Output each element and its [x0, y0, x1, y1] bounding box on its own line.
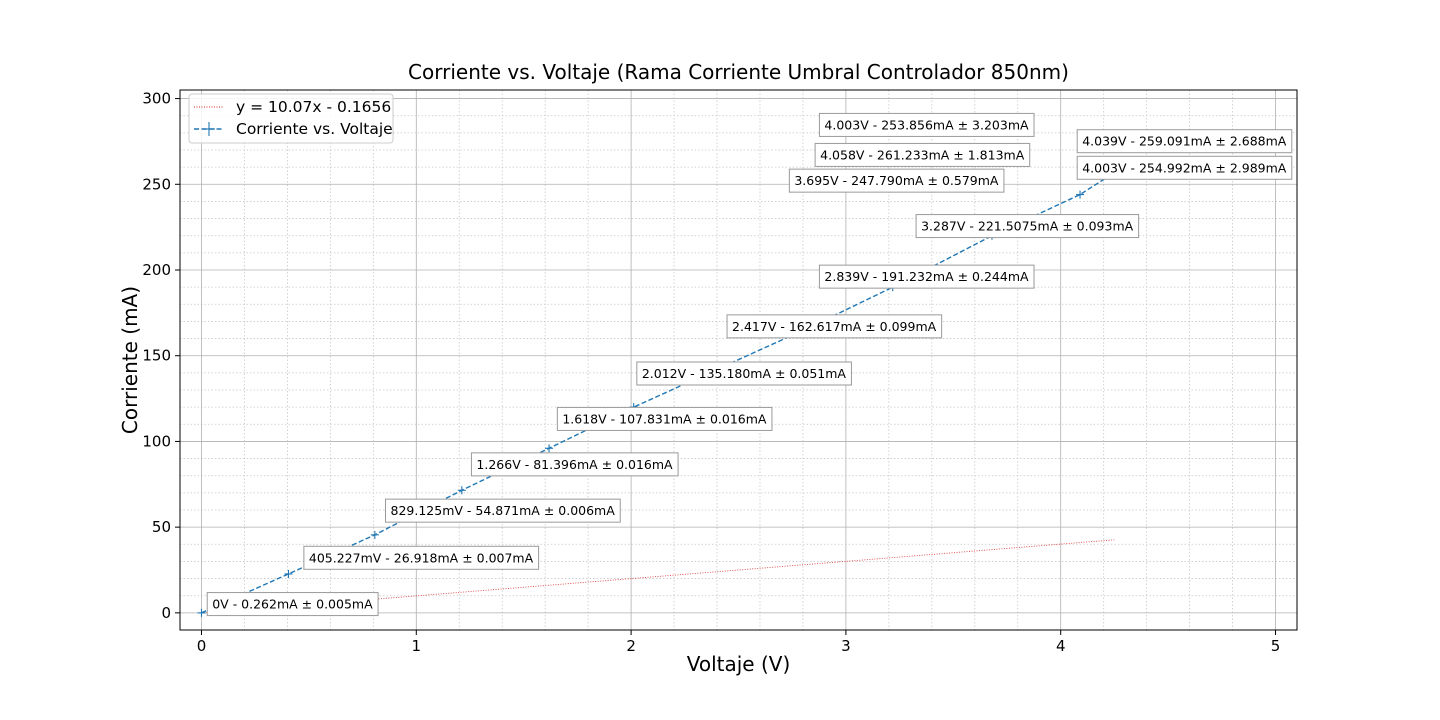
annotation-text: 4.003V - 254.992mA ± 2.989mA: [1082, 160, 1287, 175]
data-point: [197, 608, 206, 617]
annotation-box: [206, 592, 379, 617]
plot-frame: [179, 89, 1298, 631]
annotation: 4.003V - 253.856mA ± 3.203mA: [818, 112, 1035, 137]
data-point: [370, 530, 379, 539]
annotation: 2.012V - 135.180mA ± 0.051mA: [636, 361, 852, 386]
y-tick-label: 200: [142, 261, 171, 279]
annotation-box: [726, 314, 943, 339]
annotation: 3.695V - 247.790mA ± 0.579mA: [788, 168, 1005, 193]
x-axis-label: Voltaje (V): [687, 652, 791, 676]
x-tick-label: 5: [1271, 637, 1281, 655]
data-point: [545, 444, 554, 453]
legend-series-label: Corriente vs. Voltaje: [236, 120, 393, 138]
annotation-text: 405.227mV - 26.918mA ± 0.007mA: [309, 550, 534, 565]
annotation: 4.003V - 254.992mA ± 2.989mA: [1076, 155, 1293, 180]
legend-fit-label: y = 10.07x - 0.1656: [236, 98, 391, 116]
x-tick-label: 3: [841, 637, 851, 655]
annotation: 1.618V - 107.831mA ± 0.016mA: [556, 406, 773, 431]
chart-title: Corriente vs. Voltaje (Rama Corriente Um…: [408, 60, 1069, 84]
annotation-text: 4.039V - 259.091mA ± 2.688mA: [1082, 134, 1287, 149]
annotation: 4.039V - 259.091mA ± 2.688mA: [1076, 129, 1293, 154]
annotation-text: 4.058V - 261.233mA ± 1.813mA: [820, 147, 1025, 162]
x-tick-label: 1: [412, 637, 422, 655]
legend-series-swatch: [194, 122, 224, 136]
y-axis-label: Corriente (mA): [118, 286, 142, 434]
annotation-text: 2.839V - 191.232mA ± 0.244mA: [824, 269, 1029, 284]
y-tick-label: 150: [142, 347, 171, 365]
y-tick-label: 300: [142, 90, 171, 108]
annotation-text: 4.003V - 253.856mA ± 3.203mA: [824, 117, 1029, 132]
annotation-text: 2.012V - 135.180mA ± 0.051mA: [642, 366, 847, 381]
series-line: [201, 173, 1113, 614]
legend-box: [188, 93, 394, 144]
annotation-box: [1076, 155, 1293, 180]
annotation-box: [470, 452, 679, 477]
annotation: 2.417V - 162.617mA ± 0.099mA: [726, 314, 943, 339]
y-tick-label: 250: [142, 175, 171, 193]
annotation-text: 3.695V - 247.790mA ± 0.579mA: [794, 173, 999, 188]
y-tick-label: 100: [142, 432, 171, 450]
annotation-box: [385, 498, 621, 523]
legend: y = 10.07x - 0.1656 Corriente vs. Voltaj…: [188, 93, 394, 144]
data-point: [457, 486, 466, 495]
annotation-text: 2.417V - 162.617mA ± 0.099mA: [732, 319, 937, 334]
data-point: [284, 569, 293, 578]
annotation: 405.227mV - 26.918mA ± 0.007mA: [303, 545, 540, 570]
annotation-text: 3.287V - 221.5075mA ± 0.093mA: [921, 219, 1134, 234]
annotation-layer: 0V - 0.262mA ± 0.005mA 405.227mV - 26.918…: [206, 112, 1293, 617]
annotation-box: [915, 214, 1140, 239]
annotation-box: [636, 361, 852, 386]
annotation-box: [788, 168, 1005, 193]
annotation: 4.058V - 261.233mA ± 1.813mA: [814, 142, 1031, 167]
x-tick-label: 4: [1056, 637, 1066, 655]
annotation-text: 829.125mV - 54.871mA ± 0.006mA: [391, 503, 616, 518]
annotation-box: [1076, 129, 1293, 154]
annotation: 829.125mV - 54.871mA ± 0.006mA: [385, 498, 621, 523]
annotation-box: [814, 142, 1031, 167]
annotation: 2.839V - 191.232mA ± 0.244mA: [818, 264, 1035, 289]
annotation-text: 1.266V - 81.396mA ± 0.016mA: [476, 457, 673, 472]
annotation: 0V - 0.262mA ± 0.005mA: [206, 592, 379, 617]
y-tick-label: 50: [152, 518, 171, 536]
annotation-box: [818, 112, 1035, 137]
annotation: 3.287V - 221.5075mA ± 0.093mA: [915, 214, 1140, 239]
annotation: 1.266V - 81.396mA ± 0.016mA: [470, 452, 679, 477]
data-point: [1076, 190, 1085, 199]
annotation-box: [818, 264, 1035, 289]
x-tick-label: 0: [197, 637, 207, 655]
annotation-text: 0V - 0.262mA ± 0.005mA: [212, 597, 373, 612]
annotation-box: [556, 406, 773, 431]
x-tick-label: 2: [626, 637, 636, 655]
annotation-box: [303, 545, 540, 570]
annotation-text: 1.618V - 107.831mA ± 0.016mA: [562, 411, 767, 426]
y-tick-label: 0: [161, 604, 171, 622]
